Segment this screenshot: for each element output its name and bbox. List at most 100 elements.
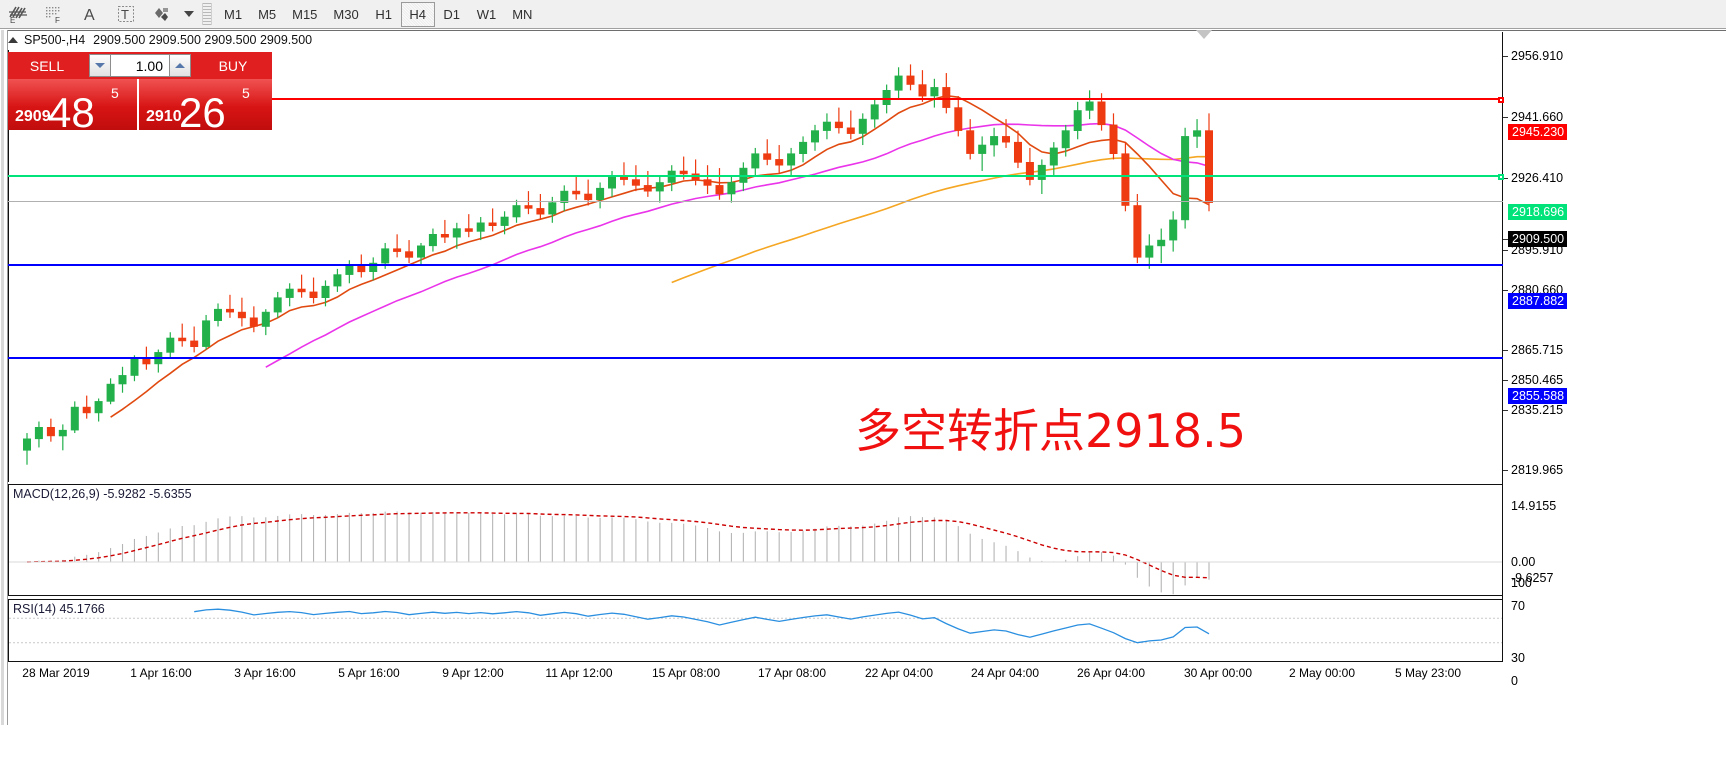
- level-handle-icon[interactable]: [1498, 173, 1504, 180]
- time-axis-label: 2 May 00:00: [1288, 666, 1356, 680]
- volume-decrease-button[interactable]: [89, 54, 111, 77]
- price-axis-divider: [1502, 32, 1503, 662]
- svg-text:T: T: [121, 7, 129, 22]
- volume-increase-button[interactable]: [169, 54, 191, 77]
- resistance-level-chip[interactable]: 2945.230: [1508, 124, 1568, 140]
- timeframe-h4[interactable]: H4: [400, 1, 435, 27]
- rsi-axis-label: 100: [1511, 576, 1532, 590]
- macd-label: MACD(12,26,9) -5.9282 -5.6355: [12, 487, 193, 501]
- timeframe-mn[interactable]: MN: [512, 6, 533, 22]
- price-axis-label: 2819.965: [1511, 463, 1564, 477]
- macd-axis-label: -9.6257: [1511, 571, 1554, 585]
- time-axis-label: 15 Apr 08:00: [651, 666, 721, 680]
- svg-text:F: F: [55, 16, 60, 25]
- price-axis-tick: [1503, 470, 1508, 471]
- order-panel-top-row: SELL 1.00 BUY: [8, 52, 272, 79]
- price-axis-tick: [1503, 380, 1508, 381]
- price-axis[interactable]: 2956.9102941.6602926.4102911.1602895.910…: [1503, 32, 1726, 688]
- time-axis-label: 3 Apr 16:00: [234, 666, 296, 680]
- time-axis-label: 22 Apr 04:00: [864, 666, 934, 680]
- chevron-down-icon: [95, 63, 105, 68]
- time-axis[interactable]: 28 Mar 2019 1 Apr 16:00 3 Apr 16:00 5 Apr 1…: [8, 663, 1503, 685]
- time-axis-label: 26 Apr 04:00: [1076, 666, 1146, 680]
- rsi-pane[interactable]: [8, 599, 1503, 662]
- support-line-2[interactable]: [8, 356, 1503, 359]
- price-axis-tick: [1503, 410, 1508, 411]
- text-icon[interactable]: A: [72, 1, 108, 28]
- level-handle-icon[interactable]: [1498, 97, 1504, 104]
- chart-header: SP500-,H4 2909.500 2909.500 2909.500 290…: [8, 32, 312, 47]
- buy-price-cell[interactable]: 2910 26 5: [139, 79, 272, 134]
- pane-collapse-handle-icon[interactable]: [1196, 30, 1212, 39]
- toolbar-separator: [202, 3, 212, 25]
- last-price-chip[interactable]: 2909.500: [1508, 231, 1568, 247]
- chart-annotation-text: 多空转折点2918.5: [855, 404, 1246, 458]
- volume-input[interactable]: 1.00: [111, 54, 169, 77]
- price-axis-label: 2865.715: [1511, 343, 1564, 357]
- pivot-line[interactable]: [8, 173, 1504, 180]
- timeframe-h1[interactable]: H1: [375, 6, 393, 22]
- time-axis-label: 24 Apr 04:00: [970, 666, 1040, 680]
- time-axis-label: 5 May 23:00: [1394, 666, 1462, 680]
- price-axis-tick: [1503, 250, 1508, 251]
- support-level-2-chip[interactable]: 2855.588: [1508, 388, 1568, 404]
- buy-price-pips: 26: [179, 89, 226, 136]
- price-axis-tick: [1503, 290, 1508, 291]
- timeframe-m15[interactable]: M15: [292, 6, 318, 22]
- text-label-icon[interactable]: T: [108, 1, 144, 28]
- timeframe-w1[interactable]: W1: [476, 6, 497, 22]
- indicators-icon[interactable]: E: [0, 1, 36, 28]
- chart-left-scrollbar[interactable]: [0, 30, 8, 725]
- objects-icon[interactable]: [144, 1, 180, 28]
- last-price-line[interactable]: [8, 201, 1503, 203]
- timeframe-m5[interactable]: M5: [258, 6, 277, 22]
- macd-axis-label: 14.9155: [1511, 499, 1557, 513]
- rsi-label: RSI(14) 45.1766: [12, 602, 106, 616]
- volume-stepper[interactable]: 1.00: [86, 52, 194, 79]
- price-axis-label: 2956.910: [1511, 49, 1564, 63]
- buy-price-integer: 2910: [146, 108, 182, 125]
- price-axis-tick: [1503, 178, 1508, 179]
- templates-icon[interactable]: F: [36, 1, 72, 28]
- pivot-level-chip[interactable]: 2918.696: [1508, 204, 1568, 220]
- macd-axis-label: 0.00: [1511, 555, 1536, 569]
- price-axis-label: 2926.410: [1511, 171, 1564, 185]
- main-toolbar: E F A T: [0, 0, 1726, 29]
- time-axis-label: 11 Apr 12:00: [545, 666, 613, 680]
- rsi-axis-label: 70: [1511, 599, 1525, 613]
- time-axis-label: 9 Apr 12:00: [442, 666, 504, 680]
- buy-button[interactable]: BUY: [194, 52, 272, 79]
- macd-pane[interactable]: [8, 484, 1503, 596]
- timeframe-m1[interactable]: M1: [224, 6, 243, 22]
- sell-price-integer: 2909: [15, 108, 51, 125]
- sell-price-fraction: 5: [111, 85, 119, 101]
- sell-price-cell[interactable]: 2909 48 5: [8, 79, 139, 134]
- buy-price-fraction: 5: [242, 85, 250, 101]
- rsi-axis-label: 30: [1511, 651, 1525, 665]
- timeframe-m30[interactable]: M30: [333, 6, 359, 22]
- resistance-line[interactable]: [8, 97, 1504, 104]
- time-axis-label: 17 Apr 08:00: [757, 666, 827, 680]
- chart-symbol-label: SP500-,H4: [24, 32, 86, 47]
- sell-button[interactable]: SELL: [8, 52, 86, 79]
- price-axis-label: 2850.465: [1511, 373, 1564, 387]
- timeframe-d1[interactable]: D1: [443, 6, 461, 22]
- chevron-up-icon: [175, 63, 185, 68]
- chart-collapse-triangle-icon[interactable]: [8, 36, 18, 43]
- support-line-1[interactable]: [8, 263, 1503, 266]
- one-click-trading-panel[interactable]: SELL 1.00 BUY 2909 48 5 2910 26 5: [8, 52, 272, 134]
- time-axis-label: 28 Mar 2019: [22, 666, 90, 680]
- price-axis-tick: [1503, 117, 1508, 118]
- price-axis-label: 2941.660: [1511, 110, 1564, 124]
- sell-price-pips: 48: [48, 89, 95, 136]
- time-axis-label: 30 Apr 00:00: [1183, 666, 1253, 680]
- chart-ohlc-values: 2909.500 2909.500 2909.500 2909.500: [93, 32, 313, 47]
- rsi-axis-label: 0: [1511, 674, 1518, 688]
- price-chart-canvas: [23, 64, 1214, 465]
- support-level-1-chip[interactable]: 2887.882: [1508, 293, 1568, 309]
- time-axis-label: 5 Apr 16:00: [338, 666, 400, 680]
- objects-dropdown-caret-icon[interactable]: [180, 1, 198, 28]
- svg-text:A: A: [84, 7, 95, 24]
- price-axis-tick: [1503, 239, 1508, 240]
- price-axis-tick: [1503, 350, 1508, 351]
